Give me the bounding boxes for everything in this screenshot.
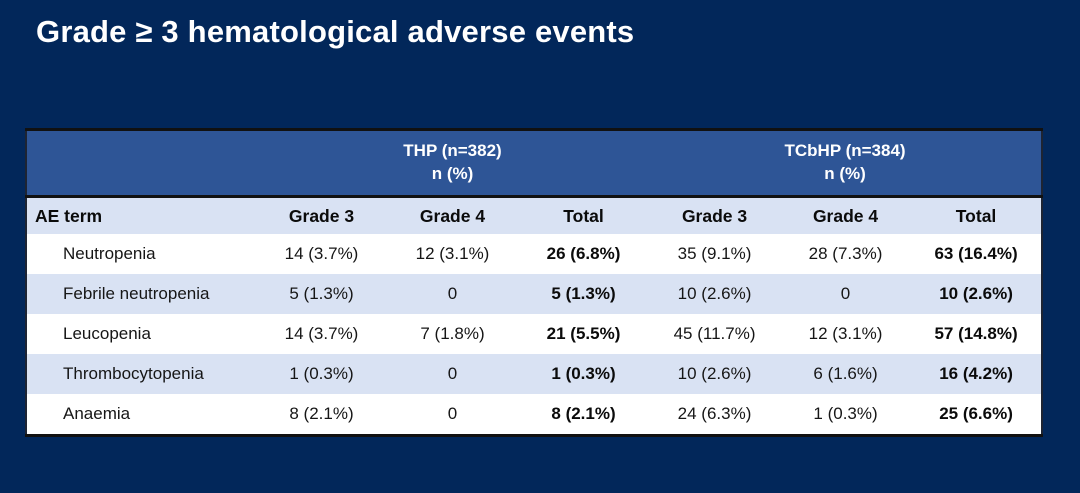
column-header-thp-grade3: Grade 3 <box>256 196 387 234</box>
value-cell: 0 <box>840 284 851 303</box>
ae-term-cell: Febrile neutropenia <box>63 284 210 303</box>
ae-table: THP (n=382) n (%) TCbHP (n=384) n (%) AE… <box>25 128 1044 437</box>
table-row-neutropenia: Neutropenia 14 (3.7%) 12 (3.1%) 26 (6.8%… <box>26 234 1043 274</box>
value-cell-total: 10 (2.6%) <box>939 284 1013 303</box>
value-cell-total: 57 (14.8%) <box>934 324 1018 343</box>
value-cell-total: 5 (1.3%) <box>551 284 616 303</box>
group-header-thp: THP (n=382) n (%) <box>256 129 650 198</box>
value-cell: 10 (2.6%) <box>677 364 752 383</box>
ae-term-cell: Neutropenia <box>63 244 156 263</box>
group-header-tcbhp: TCbHP (n=384) n (%) <box>649 129 1043 198</box>
value-cell: 10 (2.6%) <box>677 284 752 303</box>
column-header-thp-grade4: Grade 4 <box>387 196 518 234</box>
value-cell-total: 63 (16.4%) <box>934 244 1018 263</box>
column-header-tcbhp-grade4: Grade 4 <box>780 196 912 234</box>
value-cell-total: 25 (6.6%) <box>939 404 1013 423</box>
value-cell: 7 (1.8%) <box>420 324 485 343</box>
value-cell: 28 (7.3%) <box>808 244 883 263</box>
adverse-events-table: THP (n=382) n (%) TCbHP (n=384) n (%) AE… <box>25 128 1044 437</box>
column-header-tcbhp-grade3: Grade 3 <box>649 196 781 234</box>
column-header-tcbhp-total: Total <box>911 196 1043 234</box>
value-cell: 45 (11.7%) <box>673 324 756 343</box>
ae-term-cell: Thrombocytopenia <box>63 364 204 383</box>
group-header-tcbhp-line2: n (%) <box>824 164 866 183</box>
value-cell: 14 (3.7%) <box>284 244 359 263</box>
group-header-row: THP (n=382) n (%) TCbHP (n=384) n (%) <box>26 129 1043 198</box>
value-cell: 5 (1.3%) <box>289 284 354 303</box>
value-cell: 35 (9.1%) <box>677 244 752 263</box>
value-cell: 0 <box>447 364 458 383</box>
table-row-anaemia: Anaemia 8 (2.1%) 0 8 (2.1%) 24 (6.3%) 1 … <box>26 394 1043 436</box>
column-header-ae-term: AE term <box>26 196 256 234</box>
value-cell: 24 (6.3%) <box>677 404 752 423</box>
value-cell: 8 (2.1%) <box>289 404 354 423</box>
value-cell-total: 8 (2.1%) <box>551 404 616 423</box>
table-row-thrombocytopenia: Thrombocytopenia 1 (0.3%) 0 1 (0.3%) 10 … <box>26 354 1043 394</box>
value-cell: 1 (0.3%) <box>289 364 354 383</box>
value-cell: 1 (0.3%) <box>813 404 878 423</box>
value-cell: 12 (3.1%) <box>415 244 490 263</box>
value-cell-total: 1 (0.3%) <box>551 364 616 383</box>
value-cell-total: 21 (5.5%) <box>546 324 621 343</box>
group-header-tcbhp-line1: TCbHP (n=384) <box>784 141 906 161</box>
ae-term-cell: Anaemia <box>63 404 131 423</box>
value-cell: 14 (3.7%) <box>284 324 359 343</box>
value-cell-total: 26 (6.8%) <box>546 244 621 263</box>
table-row-leucopenia: Leucopenia 14 (3.7%) 7 (1.8%) 21 (5.5%) … <box>26 314 1043 354</box>
value-cell: 6 (1.6%) <box>813 364 878 383</box>
group-header-thp-line2: n (%) <box>431 164 474 183</box>
value-cell: 0 <box>447 404 458 423</box>
ae-term-cell: Leucopenia <box>63 324 151 343</box>
column-header-thp-total: Total <box>518 196 650 234</box>
column-header-row: AE term Grade 3 Grade 4 Total Grade 3 Gr… <box>26 196 1043 234</box>
value-cell-total: 16 (4.2%) <box>939 364 1013 383</box>
table-row-febrile-neutropenia: Febrile neutropenia 5 (1.3%) 0 5 (1.3%) … <box>26 274 1043 314</box>
value-cell: 0 <box>447 284 458 303</box>
group-header-thp-line1: THP (n=382) <box>403 141 502 161</box>
slide-title: Grade ≥ 3 hematological adverse events <box>36 14 635 49</box>
group-header-empty-cell <box>26 129 256 198</box>
value-cell: 12 (3.1%) <box>808 324 883 343</box>
